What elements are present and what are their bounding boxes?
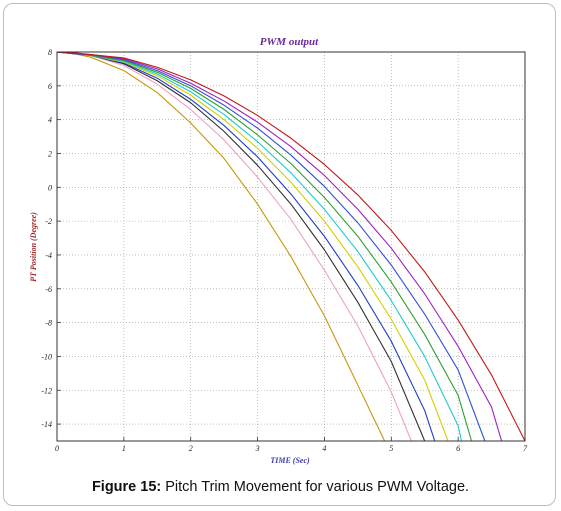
series-line-8 [56, 51, 486, 442]
x-tick-label: 2 [189, 444, 193, 453]
y-tick-label: -12 [41, 386, 52, 395]
figure-frame [3, 3, 556, 506]
caption-text: Pitch Trim Movement for various PWM Volt… [161, 479, 470, 495]
x-tick-label: 3 [255, 444, 260, 453]
plot-area-border [56, 51, 526, 442]
figure-caption: Figure 15: Pitch Trim Movement for vario… [0, 479, 561, 495]
x-ticks: 0 1 2 3 4 5 6 7 [55, 437, 528, 453]
series-line-10 [56, 51, 526, 442]
y-tick-label: -14 [41, 420, 52, 429]
chart: PWM output 0 1 2 3 4 5 6 7 8 6 4 2 0 -2 -4 -6 -8 -10 -12 -… [29, 36, 528, 465]
series-line-6 [56, 51, 463, 442]
y-tick-label: 4 [48, 116, 52, 125]
series-line-3 [56, 51, 426, 442]
grid [56, 51, 526, 441]
y-ticks: 8 6 4 2 0 -2 -4 -6 -8 -10 -12 -14 [41, 48, 61, 429]
x-tick-label: 0 [55, 444, 59, 453]
series-group [56, 51, 526, 442]
x-tick-label: 7 [523, 444, 528, 453]
series-line-7 [56, 51, 473, 442]
series-line-1 [56, 51, 386, 442]
y-tick-label: 8 [48, 48, 52, 57]
caption-label: Figure 15: [91, 479, 162, 495]
y-tick-label: 6 [48, 82, 52, 91]
x-tick-label: 5 [389, 444, 393, 453]
x-tick-label: 4 [322, 444, 326, 453]
y-axis-label: PT Position (Degree) [29, 212, 38, 282]
x-tick-label: 1 [122, 444, 126, 453]
x-tick-label: 6 [456, 444, 460, 453]
y-tick-label: 0 [48, 183, 52, 192]
y-tick-label: -2 [45, 217, 52, 226]
y-tick-label: -8 [45, 319, 52, 328]
y-tick-label: 2 [48, 149, 52, 158]
y-tick-label: -10 [41, 352, 52, 361]
series-line-4 [56, 51, 436, 442]
y-tick-label: -4 [45, 251, 52, 260]
x-axis-label: TIME (Sec) [270, 456, 310, 465]
chart-title: PWM output [260, 36, 319, 48]
y-tick-label: -6 [45, 285, 52, 294]
series-line-2 [56, 51, 412, 442]
